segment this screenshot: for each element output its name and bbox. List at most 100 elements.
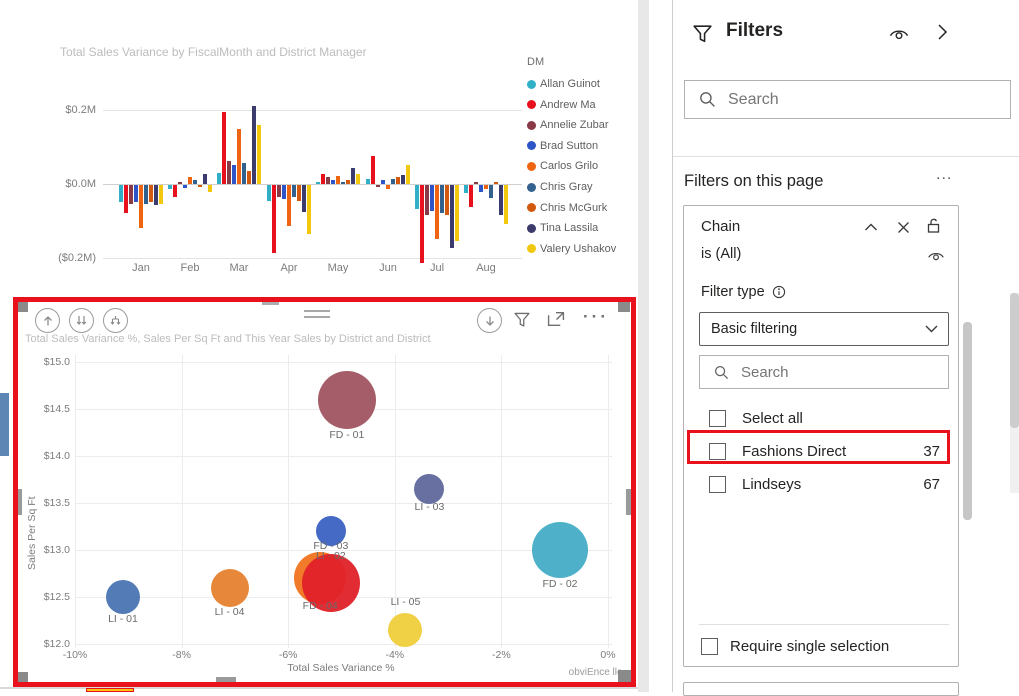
bar[interactable] (124, 185, 128, 213)
resize-handle-top[interactable] (262, 299, 279, 305)
legend-item[interactable]: Tina Lassila (527, 220, 598, 236)
bar[interactable] (267, 185, 271, 201)
bar[interactable] (420, 185, 424, 263)
bar[interactable] (450, 185, 454, 248)
filter-option-row[interactable]: Select all (684, 402, 958, 435)
legend-item[interactable]: Valery Ushakov (527, 241, 616, 257)
checkbox[interactable] (709, 443, 726, 460)
bar[interactable] (316, 182, 320, 184)
bar[interactable] (484, 185, 488, 190)
legend-item[interactable]: Chris Gray (527, 179, 593, 195)
filters-search-input[interactable] (726, 89, 958, 110)
scatter-bubble[interactable] (317, 370, 376, 429)
bar[interactable] (232, 164, 236, 184)
bar[interactable] (252, 105, 256, 184)
legend-item[interactable]: Allan Guinot (527, 76, 600, 92)
bar[interactable] (435, 185, 439, 239)
bar[interactable] (257, 124, 261, 184)
bar[interactable] (366, 178, 370, 184)
section-more-options[interactable]: ... (936, 166, 953, 183)
bar[interactable] (455, 185, 459, 241)
bar[interactable] (351, 168, 355, 184)
eye-icon[interactable] (927, 249, 945, 262)
bar[interactable] (237, 129, 241, 184)
scatter-bubble[interactable] (105, 580, 140, 614)
legend-item[interactable]: Carlos Grilo (527, 158, 598, 174)
bar[interactable] (445, 185, 449, 215)
filter-values-search-box[interactable] (699, 355, 949, 389)
bar[interactable] (356, 173, 360, 184)
resize-handle-right[interactable] (626, 489, 633, 515)
bar[interactable] (499, 185, 503, 215)
resize-handle-corner-tr[interactable] (618, 300, 630, 312)
bar[interactable] (144, 185, 148, 204)
legend-item[interactable]: Andrew Ma (527, 97, 596, 113)
filter-type-dropdown[interactable]: Basic filtering (699, 312, 949, 346)
checkbox[interactable] (709, 476, 726, 493)
bar[interactable] (391, 178, 395, 184)
bar[interactable] (494, 181, 498, 184)
bar[interactable] (227, 161, 231, 184)
bar[interactable] (341, 181, 345, 184)
bar[interactable] (464, 185, 468, 194)
pane-scrollbar-thumb[interactable] (1010, 293, 1019, 428)
bar[interactable] (474, 181, 478, 184)
card-list-scrollbar[interactable] (963, 322, 972, 520)
filter-icon[interactable] (512, 310, 532, 329)
drill-down-double-icon[interactable] (69, 308, 94, 333)
bar[interactable] (386, 185, 390, 190)
bar[interactable] (188, 176, 192, 184)
bar[interactable] (396, 176, 400, 184)
bar[interactable] (193, 179, 197, 184)
scatter-bubble[interactable] (414, 473, 445, 504)
resize-handle-left[interactable] (15, 489, 22, 515)
legend-item[interactable]: Chris McGurk (527, 200, 607, 216)
drag-grip[interactable] (304, 316, 330, 318)
bar[interactable] (282, 185, 286, 200)
bar[interactable] (198, 185, 202, 187)
bar[interactable] (222, 111, 226, 184)
bar[interactable] (331, 180, 335, 184)
bar[interactable] (247, 171, 251, 184)
focus-mode-icon[interactable] (547, 311, 565, 327)
bar[interactable] (173, 185, 177, 197)
bar[interactable] (504, 185, 508, 224)
bar[interactable] (139, 185, 143, 228)
bar[interactable] (292, 185, 296, 197)
bar[interactable] (469, 185, 473, 208)
bar[interactable] (129, 185, 133, 204)
bar[interactable] (208, 185, 212, 192)
filters-search-box[interactable] (684, 80, 1011, 119)
bar[interactable] (183, 185, 187, 188)
legend-item[interactable]: Brad Sutton (527, 138, 598, 154)
bar[interactable] (178, 181, 182, 184)
scatter-bubble[interactable] (210, 568, 249, 607)
bar[interactable] (440, 185, 444, 213)
remove-filter-icon[interactable] (897, 221, 910, 234)
scatter-bubble[interactable] (532, 522, 589, 578)
bar[interactable] (168, 185, 172, 190)
bar[interactable] (134, 185, 138, 202)
chevron-up-icon[interactable] (864, 223, 878, 232)
scatter-bubble[interactable] (388, 612, 423, 647)
bar[interactable] (277, 185, 281, 197)
resize-handle-corner-br[interactable] (618, 670, 632, 684)
scatter-bubble[interactable] (315, 516, 346, 547)
filter-option-row[interactable]: Lindseys 67 (684, 468, 958, 501)
resize-handle-bottom[interactable] (216, 677, 236, 684)
bar[interactable] (425, 185, 429, 215)
bar[interactable] (376, 185, 380, 188)
filter-option-row[interactable]: Fashions Direct 37 (684, 435, 958, 468)
bar[interactable] (203, 173, 207, 184)
bar[interactable] (371, 156, 375, 184)
bar[interactable] (406, 164, 410, 184)
bar[interactable] (479, 185, 483, 193)
bar[interactable] (401, 175, 405, 184)
bar[interactable] (297, 185, 301, 201)
bar[interactable] (336, 175, 340, 184)
resize-handle-corner-tl[interactable] (16, 300, 28, 312)
expand-all-down-icon[interactable] (103, 308, 128, 333)
scatter-bubble[interactable] (301, 553, 360, 612)
bar[interactable] (287, 185, 291, 226)
unlock-icon[interactable] (926, 217, 941, 234)
